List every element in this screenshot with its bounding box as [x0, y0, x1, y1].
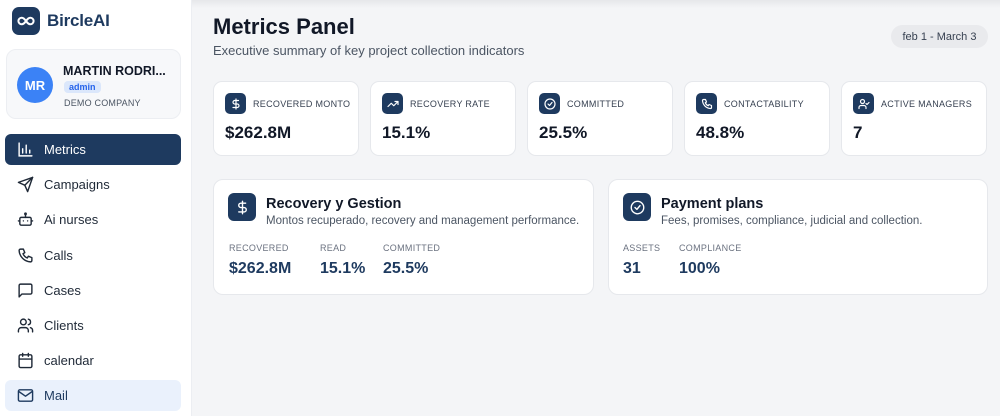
brand-name: BircleAI: [47, 11, 110, 30]
infinity-icon: [12, 7, 40, 35]
kpi-label: ACTIVE MANAGERS: [881, 99, 973, 109]
kpi-label: RECOVERY RATE: [410, 99, 490, 109]
dollar-icon: [225, 93, 246, 114]
users-icon: [16, 316, 34, 334]
stat-value: 31: [623, 260, 641, 277]
stat-compliance: COMPLIANCE 100%: [679, 243, 742, 278]
sidebar-item-calls[interactable]: Calls: [5, 240, 181, 271]
kpi-card-committed: COMMITTED 25.5%: [527, 81, 673, 156]
stat-read: READ 15.1%: [320, 243, 365, 278]
section-title: Recovery y Gestion: [266, 196, 402, 212]
sidebar-item-label: Ai nurses: [44, 212, 99, 228]
section-card-recovery: Recovery y Gestion Montos recuperado, re…: [213, 179, 594, 295]
sidebar-item-clients[interactable]: Clients: [5, 310, 181, 341]
stat-assets: ASSETS 31: [623, 243, 660, 278]
stat-committed: COMMITTED 25.5%: [383, 243, 440, 278]
page-title: Metrics Panel: [213, 14, 355, 39]
sidebar-item-label: Campaigns: [44, 177, 110, 193]
kpi-value: $262.8M: [225, 123, 292, 142]
stat-value: 100%: [679, 260, 720, 277]
page-subtitle: Executive summary of key project collect…: [213, 43, 525, 58]
section-card-payment-plans: Payment plans Fees, promises, compliance…: [608, 179, 988, 295]
sidebar-item-calendar[interactable]: calendar: [5, 345, 181, 376]
calendar-icon: [16, 352, 34, 370]
section-description: Montos recuperado, recovery and manageme…: [266, 215, 580, 227]
kpi-card-recovery-rate: RECOVERY RATE 15.1%: [370, 81, 516, 156]
brand[interactable]: BircleAI: [12, 7, 110, 35]
sidebar-item-cases[interactable]: Cases: [5, 275, 181, 306]
user-card[interactable]: MR MARTIN RODRI... admin DEMO COMPANY: [6, 49, 181, 119]
stat-label: READ: [320, 243, 347, 253]
sidebar: BircleAI MR MARTIN RODRI... admin DEMO C…: [0, 0, 192, 416]
stat-label: RECOVERED: [229, 243, 289, 253]
message-square-icon: [16, 281, 34, 299]
bot-icon: [16, 211, 34, 229]
sidebar-item-mail[interactable]: Mail: [5, 380, 181, 412]
kpi-label: RECOVERED MONTO: [253, 99, 351, 109]
sidebar-item-ai-nurses[interactable]: Ai nurses: [5, 204, 181, 235]
sidebar-item-label: Metrics: [44, 142, 86, 157]
user-name: MARTIN RODRI...: [63, 64, 166, 78]
stat-value: 15.1%: [320, 260, 366, 277]
top-shadow: [192, 0, 1000, 8]
stat-label: ASSETS: [623, 243, 661, 253]
bar-chart-icon: [16, 141, 34, 159]
date-range-picker[interactable]: feb 1 - March 3: [891, 25, 988, 48]
sidebar-item-metrics[interactable]: Metrics: [5, 134, 181, 165]
sidebar-nav: Metrics Campaigns Ai nurses Calls Cases: [5, 134, 181, 416]
stat-label: COMPLIANCE: [679, 243, 742, 253]
stat-value: 25.5%: [383, 260, 429, 277]
kpi-value: 15.1%: [382, 123, 431, 142]
check-circle-icon: [539, 93, 560, 114]
section-title: Payment plans: [661, 196, 764, 212]
kpi-label: COMMITTED: [567, 99, 625, 109]
kpi-value: 25.5%: [539, 123, 588, 142]
send-icon: [16, 176, 34, 194]
kpi-label: CONTACTABILITY: [724, 99, 804, 109]
kpi-card-contactability: CONTACTABILITY 48.8%: [684, 81, 830, 156]
dollar-icon: [228, 193, 256, 221]
sidebar-item-label: calendar: [44, 353, 94, 369]
section-description: Fees, promises, compliance, judicial and…: [661, 215, 923, 227]
stat-label: COMMITTED: [383, 243, 441, 253]
mail-icon: [16, 387, 34, 405]
avatar: MR: [17, 67, 53, 103]
phone-icon: [16, 246, 34, 264]
kpi-card-active-managers: ACTIVE MANAGERS 7: [841, 81, 987, 156]
sidebar-item-campaigns[interactable]: Campaigns: [5, 169, 181, 200]
phone-icon: [696, 93, 717, 114]
kpi-value: 7: [853, 123, 863, 142]
sidebar-item-label: Cases: [44, 282, 81, 298]
trending-up-icon: [382, 93, 403, 114]
kpi-card-recovered-monto: RECOVERED MONTO $262.8M: [213, 81, 359, 156]
sidebar-item-label: Clients: [44, 317, 84, 333]
sidebar-item-label: Mail: [44, 388, 68, 404]
stat-recovered: RECOVERED $262.8M: [229, 243, 291, 278]
sidebar-item-label: Calls: [44, 247, 73, 263]
role-badge: admin: [64, 81, 101, 93]
kpi-value: 48.8%: [696, 123, 745, 142]
user-check-icon: [853, 93, 874, 114]
check-circle-icon: [623, 193, 651, 221]
stat-value: $262.8M: [229, 260, 292, 277]
company-name: DEMO COMPANY: [64, 98, 141, 108]
